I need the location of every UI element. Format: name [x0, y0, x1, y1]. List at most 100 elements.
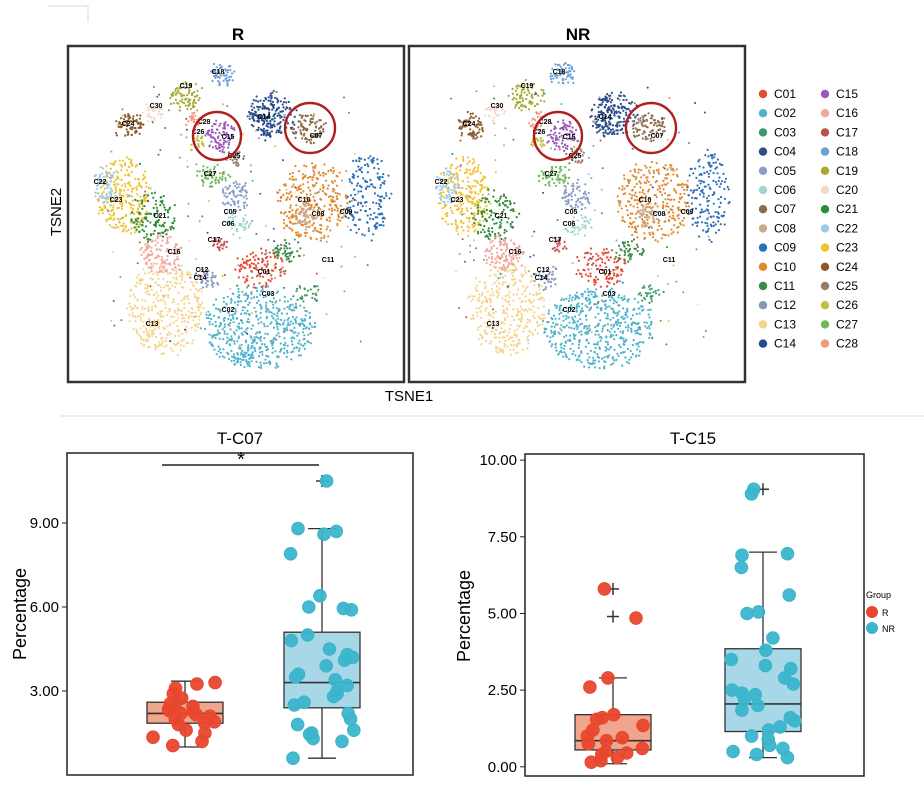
point-c23	[108, 224, 111, 227]
point-c21	[513, 202, 516, 205]
point-c10	[320, 236, 323, 240]
point-c18	[233, 70, 236, 73]
point-c02	[250, 353, 253, 356]
point-c22	[109, 194, 112, 197]
point-c16	[150, 246, 153, 249]
point-c10	[667, 211, 670, 214]
point-c01	[257, 262, 260, 265]
point-c02	[583, 325, 587, 328]
point-c19	[187, 104, 190, 107]
point-c07	[267, 238, 270, 241]
point-c19	[184, 98, 187, 101]
point-c17	[218, 247, 221, 250]
point-c06	[246, 221, 249, 224]
point-c26	[190, 148, 193, 151]
point-c09	[354, 224, 357, 227]
point-c13	[498, 336, 501, 339]
point-c02	[213, 348, 216, 351]
point-c10	[662, 188, 665, 191]
point-c13	[524, 295, 527, 298]
point-c14	[260, 133, 263, 136]
point-c09	[705, 197, 709, 200]
point-c02	[588, 366, 591, 369]
point-c13	[164, 303, 167, 306]
point-c13	[200, 311, 203, 314]
point-c10	[319, 217, 323, 220]
point-c09	[383, 180, 386, 183]
point-c08	[304, 215, 307, 218]
point-c15	[210, 140, 213, 143]
point-c18	[223, 72, 226, 75]
point-c11	[277, 252, 280, 255]
point-c02	[233, 340, 236, 343]
point-c02	[263, 362, 266, 365]
point-c10	[337, 215, 340, 219]
point-c13	[197, 309, 200, 312]
point-c13	[155, 345, 158, 348]
point-c06	[235, 227, 238, 230]
point-c13	[490, 287, 494, 291]
point-c21	[161, 199, 164, 202]
point-c21	[317, 206, 320, 209]
point-c05	[224, 192, 227, 195]
point-c23	[112, 226, 115, 229]
point-c13	[196, 290, 199, 293]
point-c23	[124, 162, 127, 165]
point-c21	[480, 199, 483, 202]
point-c02	[598, 346, 601, 349]
point-c04	[269, 99, 272, 103]
point-c06	[242, 217, 245, 220]
point-c04	[266, 129, 269, 132]
point-c15	[216, 147, 219, 150]
point-c19	[200, 87, 204, 90]
point-c02	[567, 316, 570, 319]
point-c10	[666, 182, 669, 185]
point-c28	[191, 117, 194, 120]
point-c23	[473, 230, 476, 233]
point-c09	[702, 166, 705, 169]
point-c10	[337, 213, 340, 216]
point-c09	[722, 172, 725, 175]
point-c04	[622, 131, 625, 134]
point-c10	[328, 219, 331, 223]
point-c23	[468, 168, 471, 172]
point-c13	[476, 328, 479, 331]
point-c23	[442, 191, 445, 194]
point-c16	[178, 252, 181, 255]
point-c02	[591, 290, 594, 293]
point-c02	[298, 347, 301, 350]
point-c10	[279, 199, 282, 203]
point-c02	[269, 300, 272, 303]
point-c13	[201, 301, 204, 304]
point-c02	[308, 327, 311, 330]
point-c23	[476, 166, 479, 169]
point-c13	[497, 294, 500, 297]
point-c23	[485, 205, 488, 208]
point-c02	[269, 322, 272, 325]
point-c10	[335, 197, 339, 200]
point-c08	[296, 208, 299, 211]
point-c02	[258, 346, 261, 349]
point-c13	[181, 276, 184, 279]
point-c02	[303, 347, 306, 350]
point-c02	[272, 306, 275, 309]
point-c09	[350, 182, 353, 185]
cluster-label: C25	[228, 153, 241, 160]
point-c04	[267, 96, 270, 99]
point-c08	[325, 313, 328, 316]
point-c13	[488, 342, 491, 345]
point-c15	[356, 211, 359, 214]
point-c10	[632, 205, 635, 208]
point-c24	[120, 123, 123, 126]
point-c16	[166, 239, 169, 242]
point-c02	[230, 359, 233, 362]
point-c05	[242, 204, 246, 207]
point-c13	[160, 315, 163, 318]
point-c09	[377, 207, 380, 210]
point-c09	[712, 224, 716, 227]
point-c23	[457, 195, 460, 198]
point-c02	[554, 323, 558, 326]
point-c04	[277, 122, 280, 125]
point-c09	[724, 177, 728, 180]
point-c02	[552, 321, 555, 324]
